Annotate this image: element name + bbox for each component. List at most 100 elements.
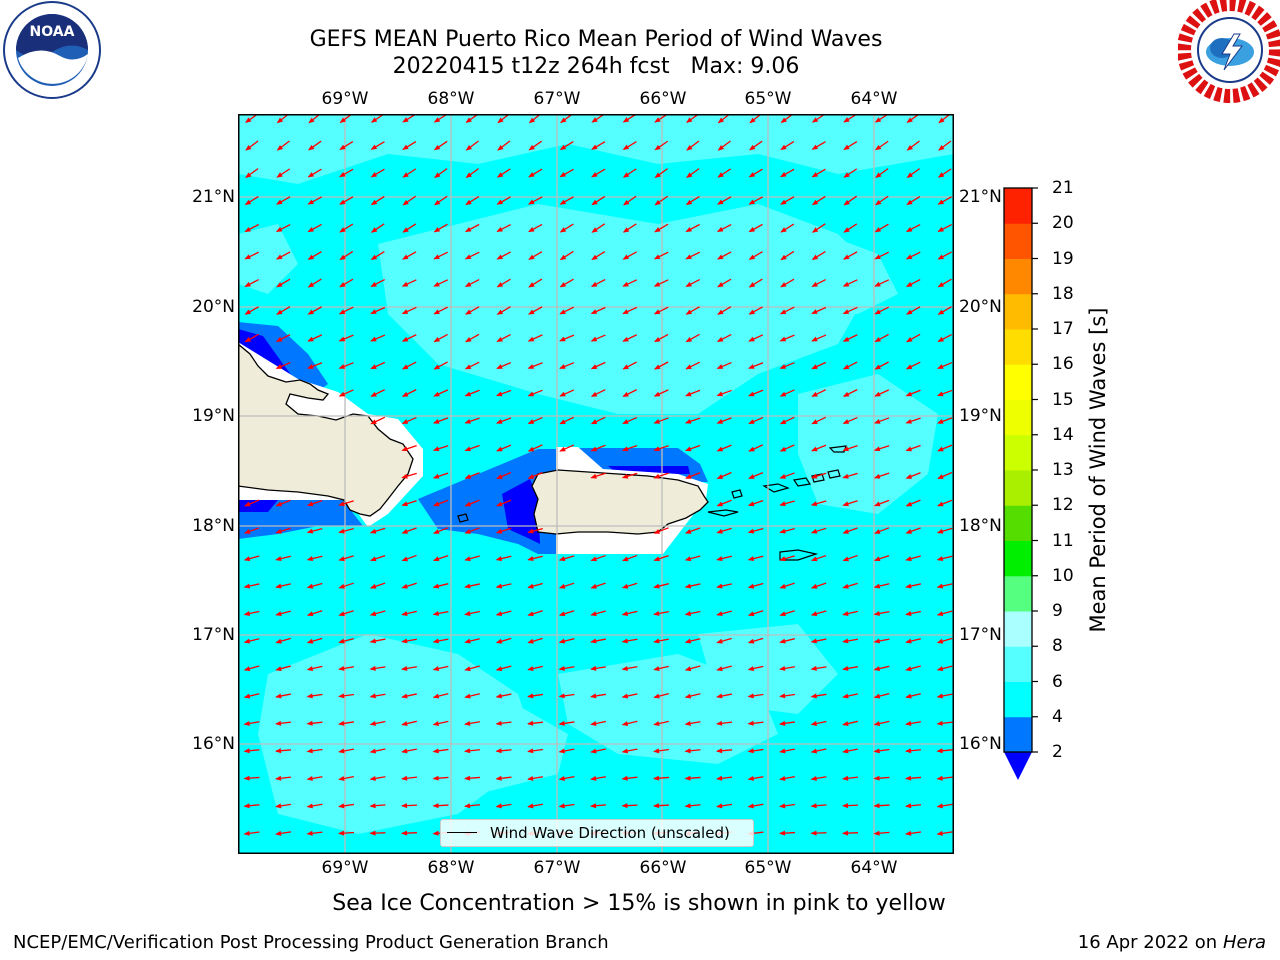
wave-direction-arrow <box>339 140 354 151</box>
wave-direction-arrow <box>842 416 858 425</box>
wave-direction-arrow <box>464 278 480 288</box>
wave-direction-arrow <box>875 168 889 178</box>
wave-direction-arrow <box>496 389 512 397</box>
wave-direction-arrow <box>307 168 322 178</box>
wave-direction-arrow <box>339 168 354 178</box>
lon-label-bottom: 68°W <box>427 858 475 878</box>
wave-direction-arrow <box>653 720 669 726</box>
colorbar-tick-label: 18 <box>1052 283 1074 304</box>
wave-direction-arrow <box>873 803 890 809</box>
wave-direction-arrow <box>622 251 637 260</box>
wave-direction-arrow <box>306 555 323 562</box>
wave-direction-arrow <box>747 665 764 671</box>
wave-direction-arrow <box>590 638 606 644</box>
wave-direction-arrow <box>748 472 764 479</box>
wave-direction-arrow <box>684 610 701 616</box>
wave-direction-arrow <box>432 555 449 562</box>
wave-direction-arrow <box>528 306 543 315</box>
wave-direction-arrow <box>527 582 543 589</box>
wave-direction-arrow <box>590 416 606 425</box>
wave-direction-arrow <box>747 500 764 507</box>
wave-direction-arrow <box>874 251 890 260</box>
wave-direction-arrow <box>464 583 480 589</box>
colorbar-tick-label: 16 <box>1052 354 1074 375</box>
wave-direction-arrow <box>905 499 921 507</box>
wave-direction-arrow <box>780 250 795 261</box>
wave-direction-arrow <box>717 168 732 178</box>
wave-direction-arrow <box>622 279 638 287</box>
wave-direction-arrow <box>874 527 890 534</box>
wave-direction-arrow <box>936 583 953 589</box>
wave-direction-arrow <box>244 279 259 287</box>
wave-direction-arrow <box>339 223 354 233</box>
wave-direction-arrow <box>558 748 575 754</box>
wave-direction-arrow <box>338 306 354 315</box>
wave-direction-arrow <box>590 775 607 781</box>
wave-direction-arrow <box>338 334 354 342</box>
wind-wave-arrows <box>243 114 953 836</box>
lat-label-right: 16°N <box>959 734 1002 754</box>
wave-direction-arrow <box>621 665 638 671</box>
wave-direction-arrow <box>937 444 953 452</box>
wave-direction-arrow <box>936 803 953 809</box>
wave-direction-arrow <box>748 389 764 397</box>
wave-direction-arrow <box>401 803 418 809</box>
wave-direction-arrow <box>433 417 449 424</box>
wave-direction-arrow <box>842 527 858 534</box>
wave-direction-arrow <box>716 555 732 562</box>
wave-direction-arrow <box>527 416 543 425</box>
wave-direction-arrow <box>937 196 952 205</box>
wave-direction-arrow <box>401 361 417 370</box>
wave-direction-arrow <box>528 251 543 260</box>
wave-direction-arrow <box>843 168 858 178</box>
wave-direction-arrow <box>369 638 386 644</box>
wave-direction-arrow <box>842 500 858 507</box>
wave-direction-arrow <box>527 555 543 562</box>
wave-direction-arrow <box>779 582 795 589</box>
wave-direction-arrow <box>433 361 448 370</box>
wave-direction-arrow <box>558 555 575 562</box>
wave-direction-arrow <box>495 637 512 644</box>
wave-direction-arrow <box>370 278 385 288</box>
wave-direction-arrow <box>464 472 480 479</box>
wave-direction-arrow <box>779 720 796 726</box>
wave-direction-arrow <box>716 333 732 343</box>
wave-direction-arrow <box>558 610 575 617</box>
wave-direction-arrow <box>811 416 827 425</box>
wave-direction-arrow <box>842 748 858 754</box>
colorbar-segment <box>1004 681 1032 718</box>
wave-direction-arrow <box>716 610 732 617</box>
wave-direction-arrow <box>528 196 543 205</box>
wave-direction-arrow <box>842 775 859 781</box>
wave-direction-arrow <box>243 693 260 699</box>
wave-direction-arrow <box>433 527 449 534</box>
wave-direction-arrow <box>874 223 889 233</box>
wave-direction-arrow <box>369 554 386 562</box>
colorbar-segment <box>1004 611 1032 647</box>
wave-direction-arrow <box>527 665 543 671</box>
wave-direction-arrow <box>244 195 259 206</box>
wave-direction-arrow <box>653 361 669 370</box>
wave-direction-arrow <box>401 527 417 534</box>
wave-direction-arrow <box>810 720 827 726</box>
wave-direction-arrow <box>717 140 731 151</box>
wave-direction-arrow <box>810 610 827 617</box>
colorbar-tick-label: 10 <box>1052 565 1074 586</box>
lon-label-top: 66°W <box>639 89 687 109</box>
wave-direction-arrow <box>936 610 953 617</box>
wave-direction-arrow <box>937 251 952 260</box>
wave-direction-arrow <box>308 140 322 151</box>
wave-direction-arrow <box>621 693 638 699</box>
wave-direction-arrow <box>244 306 259 315</box>
wave-direction-arrow <box>464 803 481 809</box>
wave-direction-arrow <box>527 748 544 754</box>
wave-direction-arrow <box>559 168 574 178</box>
wave-direction-arrow <box>716 637 732 644</box>
wave-direction-arrow <box>276 140 290 151</box>
colorbar-segment <box>1004 646 1032 682</box>
wave-direction-arrow <box>748 306 763 315</box>
wave-direction-arrow <box>464 693 480 699</box>
wave-direction-arrow <box>464 775 481 781</box>
wave-direction-arrow <box>432 665 449 671</box>
wave-direction-arrow <box>559 389 575 397</box>
